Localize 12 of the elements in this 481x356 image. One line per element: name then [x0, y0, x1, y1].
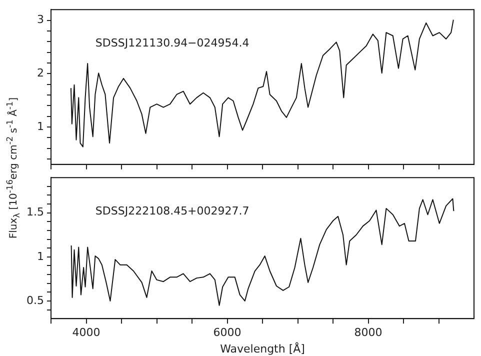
x-tick-label: 4000 [72, 326, 100, 340]
y-tick-label: 0.5 [26, 294, 44, 307]
annotation: SDSSJ121130.94−024954.4 [95, 36, 250, 50]
y-tick-label: 1.5 [26, 206, 44, 219]
y-tick-label: 3 [37, 13, 44, 26]
x-tick-label: 8000 [354, 326, 382, 340]
annotation: SDSSJ222108.45+002927.7 [95, 204, 250, 218]
y-tick-label: 2 [37, 66, 44, 80]
y-tick-label: 1 [37, 250, 44, 263]
x-axis-title: Wavelength [Å] [220, 341, 305, 356]
x-tick-label: 6000 [213, 326, 242, 340]
y-tick-label: 1 [37, 120, 44, 133]
